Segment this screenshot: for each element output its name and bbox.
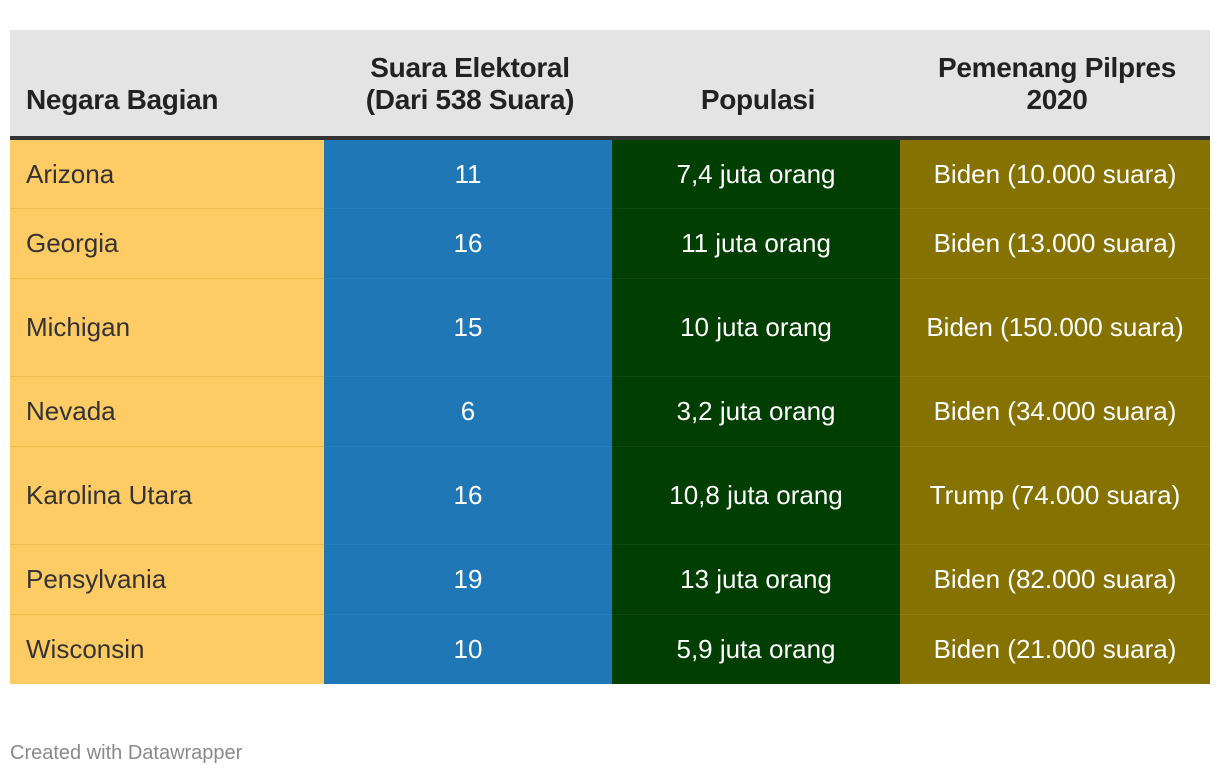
header-row: Negara Bagian Suara Elektoral (Dari 538 … [10, 30, 1210, 138]
table-row: Nevada 6 3,2 juta orang Biden (34.000 su… [10, 375, 1210, 446]
cell-electoral-votes: 11 [324, 138, 612, 208]
cell-winner: Biden (21.000 suara) [900, 613, 1210, 684]
table-body: Arizona 11 7,4 juta orang Biden (10.000 … [10, 138, 1210, 684]
cell-electoral-votes: 6 [324, 375, 612, 446]
cell-population: 10 juta orang [612, 277, 900, 376]
cell-state: Nevada [10, 375, 324, 446]
cell-population: 13 juta orang [612, 543, 900, 614]
table-header: Negara Bagian Suara Elektoral (Dari 538 … [10, 30, 1210, 138]
cell-state: Wisconsin [10, 613, 324, 684]
cell-electoral-votes: 10 [324, 613, 612, 684]
cell-state: Pensylvania [10, 543, 324, 614]
cell-winner: Biden (10.000 suara) [900, 138, 1210, 208]
table-row: Wisconsin 10 5,9 juta orang Biden (21.00… [10, 613, 1210, 684]
cell-winner: Biden (82.000 suara) [900, 543, 1210, 614]
table-row: Arizona 11 7,4 juta orang Biden (10.000 … [10, 138, 1210, 208]
data-table-container: Negara Bagian Suara Elektoral (Dari 538 … [10, 30, 1210, 684]
table-row: Michigan 15 10 juta orang Biden (150.000… [10, 277, 1210, 376]
cell-winner: Trump (74.000 suara) [900, 445, 1210, 544]
cell-population: 5,9 juta orang [612, 613, 900, 684]
column-header-population[interactable]: Populasi [612, 30, 900, 138]
cell-state: Arizona [10, 138, 324, 208]
column-header-winner[interactable]: Pemenang Pilpres 2020 [900, 30, 1210, 138]
table-row: Georgia 16 11 juta orang Biden (13.000 s… [10, 207, 1210, 278]
cell-electoral-votes: 16 [324, 207, 612, 278]
cell-state: Karolina Utara [10, 445, 324, 544]
cell-electoral-votes: 19 [324, 543, 612, 614]
column-header-state[interactable]: Negara Bagian [10, 30, 324, 138]
table-row: Pensylvania 19 13 juta orang Biden (82.0… [10, 543, 1210, 614]
cell-winner: Biden (34.000 suara) [900, 375, 1210, 446]
cell-electoral-votes: 15 [324, 277, 612, 376]
battleground-states-table: Negara Bagian Suara Elektoral (Dari 538 … [10, 30, 1210, 684]
cell-winner: Biden (150.000 suara) [900, 277, 1210, 376]
cell-population: 10,8 juta orang [612, 445, 900, 544]
cell-population: 7,4 juta orang [612, 138, 900, 208]
cell-state: Michigan [10, 277, 324, 376]
cell-winner: Biden (13.000 suara) [900, 207, 1210, 278]
column-header-electoral-votes[interactable]: Suara Elektoral (Dari 538 Suara) [324, 30, 612, 138]
table-row: Karolina Utara 16 10,8 juta orang Trump … [10, 445, 1210, 544]
cell-population: 3,2 juta orang [612, 375, 900, 446]
cell-state: Georgia [10, 207, 324, 278]
cell-electoral-votes: 16 [324, 445, 612, 544]
cell-population: 11 juta orang [612, 207, 900, 278]
datawrapper-credit[interactable]: Created with Datawrapper [10, 742, 243, 764]
